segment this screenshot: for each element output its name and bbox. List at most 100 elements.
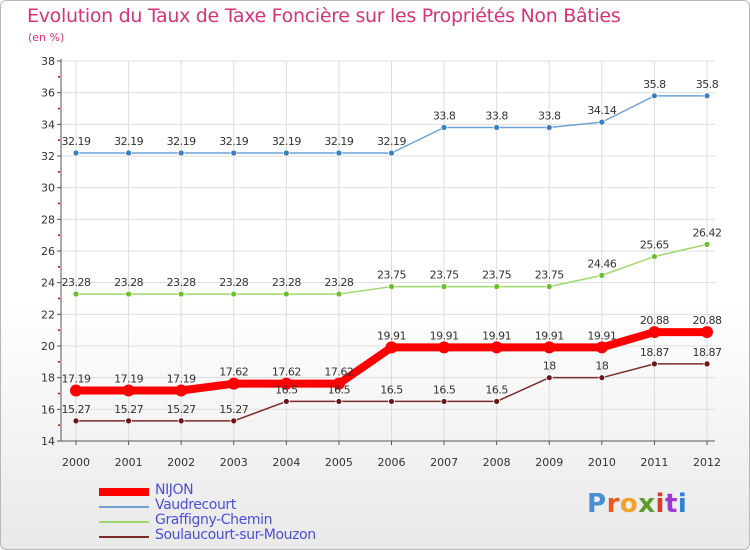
data-label: 32.19	[377, 135, 406, 148]
data-label: 32.19	[167, 135, 196, 148]
data-label: 32.19	[272, 135, 301, 148]
data-label: 23.28	[324, 276, 353, 289]
data-point	[125, 417, 132, 425]
legend-swatch-vaudrecourt	[99, 506, 149, 508]
data-label: 23.75	[482, 269, 511, 282]
x-tick-label: 2011	[640, 456, 668, 469]
y-tick-label: 14	[41, 435, 55, 448]
data-label: 17.19	[62, 372, 91, 385]
data-point	[282, 290, 290, 298]
data-point	[440, 398, 448, 405]
data-label: 32.19	[324, 135, 353, 148]
data-label: 23.75	[430, 269, 459, 282]
brand-logo: Proxiti	[587, 489, 687, 519]
x-tick-label: 2010	[588, 456, 616, 469]
data-point	[122, 384, 135, 397]
data-label: 33.8	[485, 110, 508, 123]
brand-letter: x	[638, 489, 656, 519]
x-tick-label: 2004	[272, 456, 300, 469]
data-point	[595, 341, 608, 354]
data-point	[440, 283, 448, 291]
data-label: 19.91	[430, 329, 459, 342]
data-point	[332, 377, 345, 390]
legend-label-vaudrecourt: Vaudrecourt	[155, 497, 236, 513]
data-point	[545, 374, 553, 382]
data-label: 19.91	[587, 329, 616, 342]
y-tick-label: 34	[41, 118, 55, 131]
data-point	[651, 253, 658, 260]
data-label: 33.8	[433, 110, 456, 123]
data-label: 32.19	[114, 135, 143, 148]
data-point	[440, 124, 448, 131]
data-label: 17.62	[272, 366, 301, 379]
legend-label-nijon: NIJON	[155, 482, 194, 498]
data-point	[177, 149, 185, 157]
data-label: 32.19	[219, 135, 248, 148]
data-point	[282, 398, 290, 405]
y-tick-label: 20	[41, 340, 55, 353]
data-point	[648, 326, 661, 339]
data-label: 32.19	[62, 135, 91, 148]
data-label: 17.19	[114, 372, 143, 385]
data-label: 16.5	[433, 383, 456, 396]
data-label: 16.5	[485, 383, 508, 396]
data-point	[493, 398, 501, 405]
legend-label-graffigny: Graffigny-Chemin	[155, 512, 273, 528]
x-tick-label: 2009	[535, 456, 563, 469]
x-tick-label: 2003	[220, 456, 248, 469]
data-point	[598, 271, 606, 279]
data-label: 19.91	[535, 329, 564, 342]
y-tick-label: 38	[41, 55, 55, 68]
data-label: 17.62	[324, 366, 353, 379]
data-point	[703, 92, 711, 100]
data-label: 34.14	[587, 104, 616, 117]
data-label: 24.46	[587, 257, 616, 270]
data-label: 20.88	[640, 314, 669, 327]
brand-letter: i	[677, 489, 688, 519]
data-point	[72, 290, 80, 298]
data-point	[543, 341, 556, 354]
brand-letter: i	[655, 489, 665, 519]
y-tick-label: 18	[41, 372, 55, 385]
brand-letter: t	[664, 489, 678, 519]
data-label: 23.28	[62, 276, 91, 289]
brand-letter: P	[587, 489, 607, 519]
x-tick-label: 2006	[378, 456, 406, 469]
brand-letter: r	[606, 489, 620, 519]
x-tick-label: 2005	[325, 456, 353, 469]
data-label: 35.8	[696, 78, 719, 91]
x-tick-label: 2000	[62, 456, 90, 469]
data-label: 33.8	[538, 110, 561, 123]
data-label: 23.75	[535, 269, 564, 282]
data-point	[227, 377, 240, 390]
data-point	[280, 377, 293, 390]
y-tick-label: 24	[41, 277, 55, 290]
data-point	[125, 290, 132, 298]
data-label: 23.75	[377, 269, 406, 282]
data-point	[388, 398, 395, 405]
data-label: 23.28	[219, 276, 248, 289]
y-tick-label: 26	[41, 245, 55, 258]
data-point	[701, 326, 713, 339]
data-point	[335, 398, 343, 405]
data-point	[70, 384, 82, 397]
data-point	[388, 149, 395, 157]
data-label: 15.27	[62, 403, 91, 416]
y-tick-label: 32	[41, 150, 55, 163]
data-point	[125, 149, 132, 157]
data-point	[175, 384, 188, 397]
x-tick-label: 2002	[167, 456, 195, 469]
y-tick-label: 16	[41, 403, 55, 416]
data-point	[545, 283, 553, 291]
data-point	[438, 341, 451, 354]
data-point	[385, 341, 398, 354]
data-label: 17.62	[219, 366, 248, 379]
data-point	[490, 341, 503, 354]
data-point	[545, 124, 553, 131]
data-label: 19.91	[377, 329, 406, 342]
legend-swatch-graffigny	[99, 521, 149, 523]
data-point	[493, 283, 501, 291]
data-label: 18.87	[693, 346, 722, 359]
